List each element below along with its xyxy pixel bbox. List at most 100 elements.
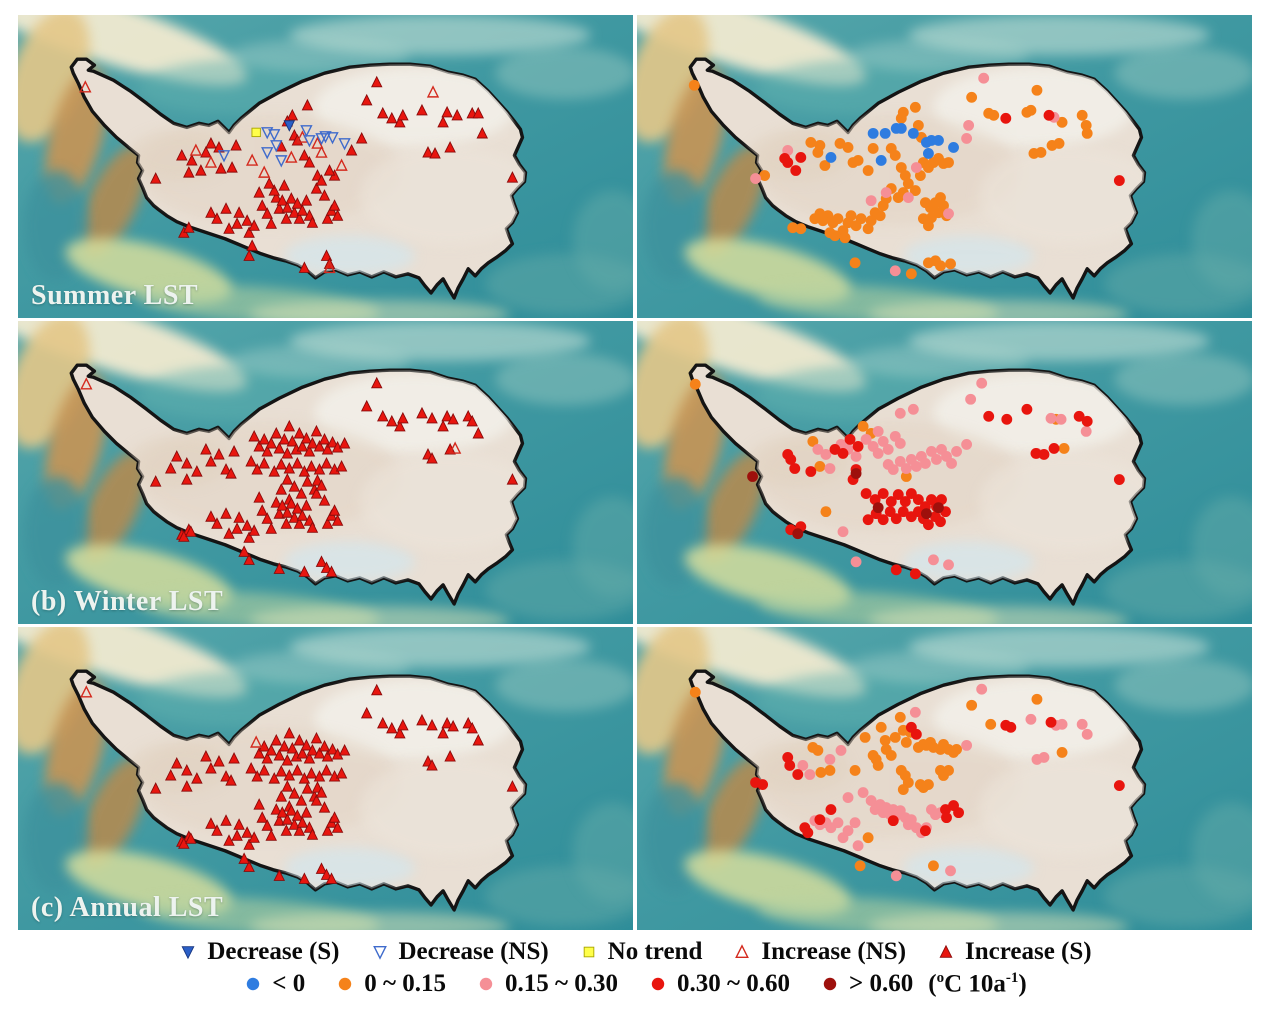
marker-O: [1081, 127, 1093, 139]
marker-IS: [394, 726, 406, 739]
marker-O: [839, 232, 851, 244]
marker-DN: [303, 135, 316, 148]
marker-P: [894, 456, 906, 467]
marker-P: [820, 449, 832, 460]
marker-P: [910, 461, 922, 472]
marker-R: [887, 815, 899, 827]
marker-IS: [253, 491, 265, 503]
marker-O: [935, 260, 946, 272]
marker-IS: [149, 172, 162, 184]
marker-IS: [377, 716, 389, 729]
marker-IS: [293, 733, 306, 746]
marker-IS: [281, 473, 294, 485]
dot-icon: [823, 977, 837, 991]
marker-IS: [281, 813, 294, 825]
dot-icon: [479, 977, 493, 991]
marker-P: [900, 463, 912, 474]
marker-IS: [293, 426, 306, 439]
marker-O: [842, 217, 854, 229]
marker-P: [1045, 412, 1057, 424]
marker-R: [1081, 415, 1093, 427]
marker-IS: [345, 144, 358, 156]
marker-IS: [331, 514, 344, 526]
marker-IS: [315, 786, 328, 798]
marker-DN: [270, 140, 283, 153]
marker-IS: [205, 455, 217, 467]
marker-IS: [939, 944, 953, 958]
marker-O: [1076, 109, 1088, 121]
legend-label: Increase (NS): [761, 938, 907, 965]
marker-IS: [261, 207, 273, 219]
legend-item-DS: Decrease (S): [178, 938, 340, 966]
marker-P: [882, 444, 894, 455]
marker-IS: [437, 419, 449, 432]
marker-IS: [416, 713, 428, 726]
marker-O: [900, 471, 912, 482]
marker-IS: [426, 411, 438, 424]
marker-O: [857, 420, 869, 432]
marker-IS: [291, 764, 304, 776]
marker-IN: [80, 685, 93, 698]
marker-O: [928, 860, 939, 872]
legend-label: 0 ~ 0.15: [364, 970, 446, 998]
marker-IS: [338, 436, 351, 449]
markers-layer: [80, 376, 519, 577]
marker-IS: [281, 201, 294, 213]
marker-IS: [447, 412, 459, 425]
marker-IS: [275, 483, 288, 495]
marker-O: [862, 165, 874, 176]
marker-P: [872, 425, 884, 437]
marker-O: [689, 378, 701, 390]
marker-R: [757, 779, 769, 790]
marker-O: [905, 268, 917, 280]
marker-B: [875, 155, 887, 166]
marker-R: [940, 804, 951, 816]
marker-R: [1073, 410, 1085, 422]
marker-IS: [265, 522, 277, 534]
marker-IS: [273, 748, 286, 761]
marker-IS: [328, 504, 341, 516]
marker-IS: [441, 409, 453, 422]
marker-IS: [238, 545, 250, 557]
map-svg-winter-magnitude: [637, 321, 1252, 624]
marker-IS: [225, 467, 237, 479]
marker-B: [895, 122, 907, 134]
marker-IS: [325, 565, 338, 577]
marker-IS: [181, 764, 193, 776]
marker-IS: [360, 706, 373, 719]
marker-IS: [278, 432, 291, 445]
marker-P: [910, 162, 922, 173]
marker-R: [1001, 413, 1013, 425]
marker-IS: [397, 411, 409, 424]
marker-IS: [310, 487, 323, 499]
marker-O: [889, 150, 901, 161]
marker-B: [879, 127, 891, 139]
marker-IS: [278, 179, 291, 191]
marker-P: [865, 795, 877, 806]
marker-IS: [293, 824, 306, 836]
marker-IS: [220, 507, 232, 519]
marker-R: [909, 568, 921, 580]
marker-P: [835, 744, 847, 756]
marker-IN: [323, 260, 336, 274]
marker-R: [1005, 721, 1017, 733]
marker-O: [917, 213, 929, 225]
marker-IS: [265, 743, 277, 756]
marker-O: [1031, 693, 1043, 705]
marker-D: [872, 502, 884, 514]
marker-IS: [326, 742, 339, 755]
marker-P: [909, 706, 921, 718]
marker-IS: [261, 445, 273, 457]
marker-D: [933, 502, 944, 514]
marker-IS: [320, 561, 333, 573]
marker-IS: [288, 511, 301, 523]
marker-IS: [258, 457, 270, 469]
marker-IS: [426, 759, 438, 771]
marker-IS: [472, 106, 485, 119]
marker-IS: [238, 852, 250, 864]
panel-label: (b) Winter LST: [31, 586, 224, 617]
marker-IS: [429, 147, 441, 159]
marker-IS: [305, 460, 318, 472]
marker-R: [1043, 109, 1055, 121]
marker-P: [850, 556, 862, 568]
